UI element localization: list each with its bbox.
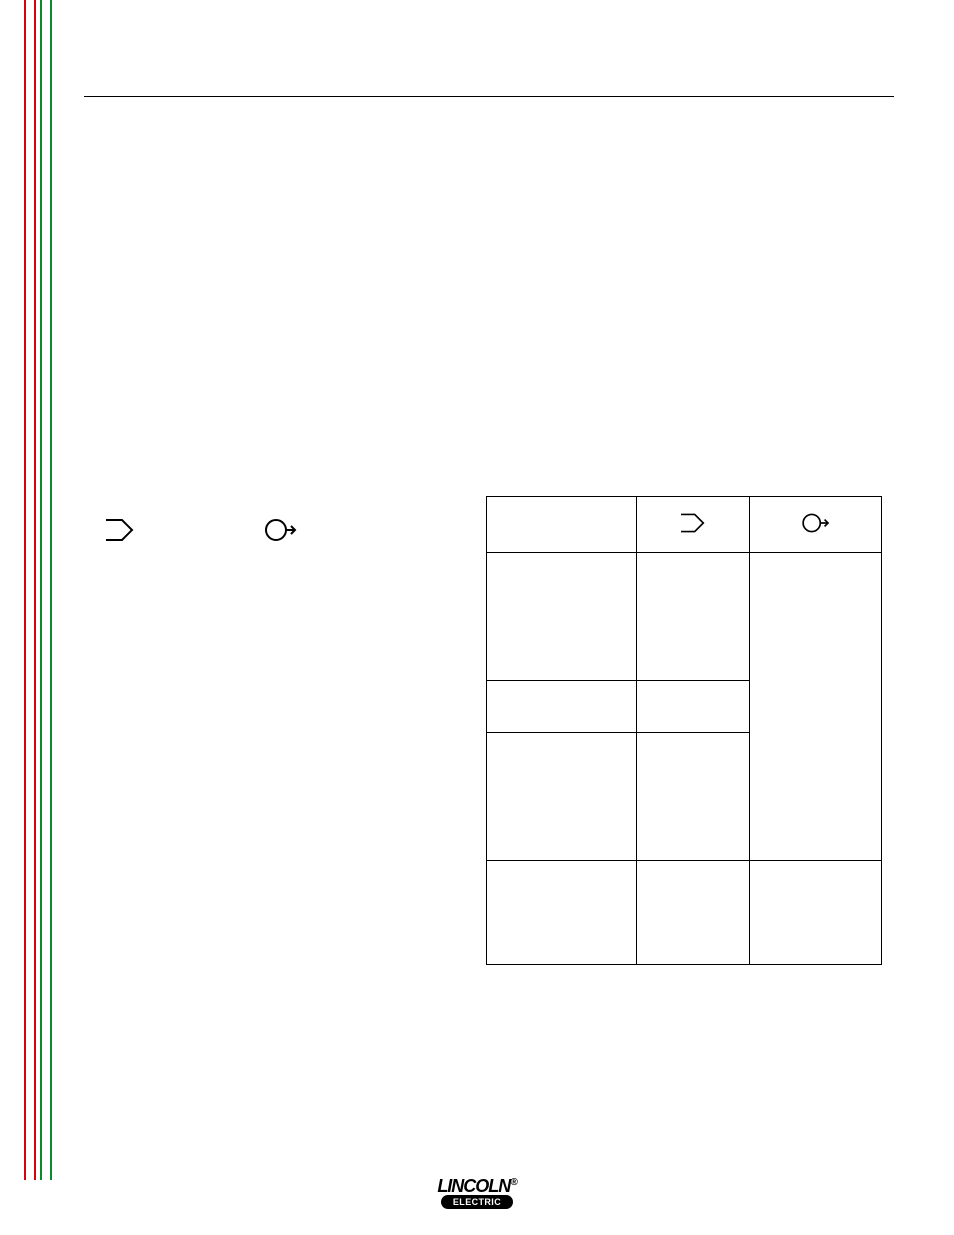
table-cell — [750, 553, 882, 861]
table-cell — [636, 681, 750, 733]
control-table — [486, 496, 882, 965]
table-cell — [487, 861, 637, 965]
table-cell — [636, 733, 750, 861]
col-header-mode — [487, 497, 637, 553]
table-cell — [636, 553, 750, 681]
table-cell — [487, 681, 637, 733]
logo-lincoln-word: LINCOLN — [437, 1176, 510, 1196]
col-header-left — [636, 497, 750, 553]
table-cell — [636, 861, 750, 965]
tag-icon — [679, 511, 707, 535]
page: LINCOLN® ELECTRIC — [0, 0, 954, 1235]
tag-icon — [104, 516, 136, 544]
table-cell — [750, 861, 882, 965]
side-bar-red — [24, 0, 36, 1180]
col-header-right — [750, 497, 882, 553]
table-cell — [487, 733, 637, 861]
logo-top-text: LINCOLN® — [430, 1175, 524, 1194]
registered-mark-icon: ® — [510, 1177, 516, 1188]
circle-arrow-icon — [801, 511, 831, 535]
side-bar-green — [40, 0, 52, 1180]
logo-bottom-box: ELECTRIC — [441, 1195, 513, 1209]
lincoln-electric-logo: LINCOLN® ELECTRIC — [430, 1175, 524, 1209]
table-cell — [487, 553, 637, 681]
circle-arrow-icon — [264, 516, 298, 544]
horizontal-rule — [84, 96, 894, 97]
